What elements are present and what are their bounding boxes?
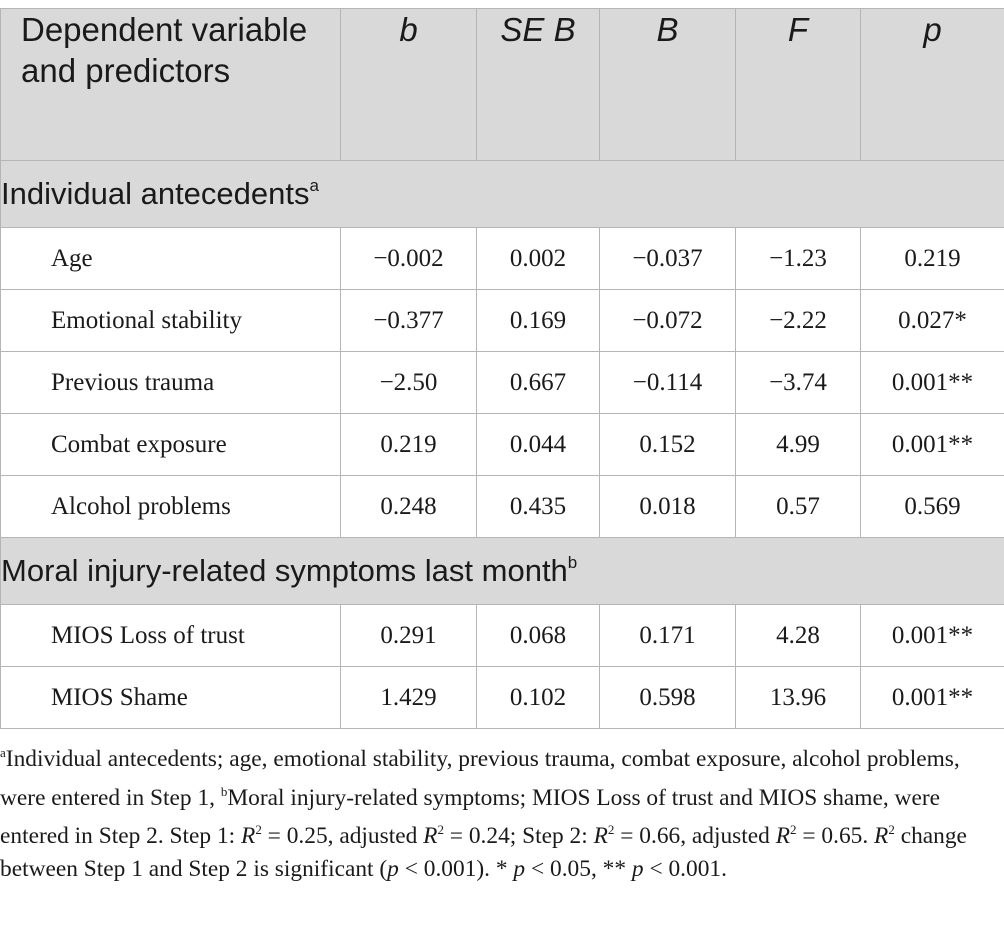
table-row: Alcohol problems 0.248 0.435 0.018 0.57 … xyxy=(0,475,1004,538)
cell-p: 0.569 xyxy=(860,475,1004,538)
cell-f: 4.99 xyxy=(735,413,861,476)
table-row: MIOS Shame 1.429 0.102 0.598 13.96 0.001… xyxy=(0,666,1004,729)
p-symbol: p xyxy=(631,855,644,882)
r-symbol: R xyxy=(775,823,791,849)
cell-b: 0.248 xyxy=(340,475,477,538)
cell-se: 0.435 xyxy=(476,475,600,538)
significance-text: < 0.001. xyxy=(643,855,727,882)
footnote-marker-b: b xyxy=(220,783,228,799)
cell-se: 0.667 xyxy=(476,351,600,414)
significance-text: < 0.001). * xyxy=(398,855,514,882)
header-b: b xyxy=(340,8,477,161)
table-row: Combat exposure 0.219 0.044 0.152 4.99 0… xyxy=(0,413,1004,476)
cell-p: 0.001** xyxy=(860,666,1004,729)
header-f: F xyxy=(735,8,861,161)
row-label: Emotional stability xyxy=(0,289,341,352)
table-footnote: aIndividual antecedents; age, emotional … xyxy=(0,737,1000,885)
cell-p: 0.001** xyxy=(860,413,1004,476)
header-predictors: Dependent variable and predictors xyxy=(0,8,341,161)
cell-se: 0.044 xyxy=(476,413,600,476)
footnote-text-b: Moral injury-related symptoms; MIOS Loss… xyxy=(0,784,941,850)
r-symbol: R xyxy=(593,823,608,849)
cell-beta: −0.072 xyxy=(599,289,736,352)
cell-b: 1.429 xyxy=(340,666,477,729)
section-moral-injury-symptoms: Moral injury-related symptoms last month… xyxy=(0,537,1004,605)
section-individual-antecedents: Individual antecedentsa xyxy=(0,160,1004,228)
table-row: Age −0.002 0.002 −0.037 −1.23 0.219 xyxy=(0,227,1004,290)
cell-beta: 0.171 xyxy=(599,604,736,667)
superscript-2: 2 xyxy=(790,822,797,837)
step2-adjusted-r2: = 0.65. xyxy=(796,823,875,849)
step2-r2: = 0.66, adjusted xyxy=(614,823,776,849)
superscript-2: 2 xyxy=(255,822,262,837)
section-title: Moral injury-related symptoms last month xyxy=(1,553,568,588)
cell-f: −2.22 xyxy=(735,289,861,352)
p-symbol: p xyxy=(513,855,526,882)
footnote-marker-a: a xyxy=(0,745,6,760)
cell-b: −2.50 xyxy=(340,351,477,414)
r-symbol: R xyxy=(241,823,256,849)
row-label: Age xyxy=(0,227,341,290)
cell-f: −1.23 xyxy=(735,227,861,290)
p-symbol: p xyxy=(387,855,399,882)
cell-f: −3.74 xyxy=(735,351,861,414)
header-beta: B xyxy=(599,8,736,161)
step1-r2: = 0.25, adjusted xyxy=(261,823,424,849)
cell-se: 0.002 xyxy=(476,227,600,290)
cell-b: 0.219 xyxy=(340,413,477,476)
cell-se: 0.169 xyxy=(476,289,600,352)
cell-b: −0.002 xyxy=(340,227,477,290)
superscript-2: 2 xyxy=(888,822,895,837)
section-marker: a xyxy=(309,176,319,195)
cell-p: 0.001** xyxy=(860,604,1004,667)
header-row: Dependent variable and predictors b SE B… xyxy=(0,8,1004,161)
header-p: p xyxy=(860,8,1004,161)
table-row: Emotional stability −0.377 0.169 −0.072 … xyxy=(0,289,1004,352)
cell-se: 0.068 xyxy=(476,604,600,667)
row-label: MIOS Loss of trust xyxy=(0,604,341,667)
table-row: Previous trauma −2.50 0.667 −0.114 −3.74… xyxy=(0,351,1004,414)
step1-adjusted-r2: = 0.24; Step 2: xyxy=(443,823,594,849)
r2-change-text: change between Step 1 and Step 2 is sign… xyxy=(0,823,967,882)
r-symbol: R xyxy=(423,823,438,849)
regression-table: Dependent variable and predictors b SE B… xyxy=(0,8,1004,729)
section-title: Individual antecedents xyxy=(1,176,310,211)
section-row: Individual antecedentsa xyxy=(0,160,1004,228)
section-row: Moral injury-related symptoms last month… xyxy=(0,537,1004,605)
cell-p: 0.027* xyxy=(860,289,1004,352)
table-row: MIOS Loss of trust 0.291 0.068 0.171 4.2… xyxy=(0,604,1004,667)
cell-f: 4.28 xyxy=(735,604,861,667)
cell-beta: 0.152 xyxy=(599,413,736,476)
significance-text: < 0.05, ** xyxy=(525,855,632,882)
superscript-2: 2 xyxy=(437,822,444,837)
cell-beta: −0.037 xyxy=(599,227,736,290)
cell-beta: −0.114 xyxy=(599,351,736,414)
row-label: Alcohol problems xyxy=(0,475,341,538)
cell-se: 0.102 xyxy=(476,666,600,729)
cell-b: 0.291 xyxy=(340,604,477,667)
row-label: MIOS Shame xyxy=(0,666,341,729)
footnote-text-a: Individual antecedents; age, emotional s… xyxy=(0,746,960,811)
cell-f: 0.57 xyxy=(735,475,861,538)
section-marker: b xyxy=(567,553,578,572)
r-symbol: R xyxy=(874,823,889,849)
cell-beta: 0.598 xyxy=(599,666,736,729)
cell-f: 13.96 xyxy=(735,666,861,729)
row-label: Combat exposure xyxy=(0,413,341,476)
header-se-b: SE B xyxy=(476,8,600,161)
cell-b: −0.377 xyxy=(340,289,477,352)
cell-p: 0.219 xyxy=(860,227,1004,290)
cell-p: 0.001** xyxy=(860,351,1004,414)
cell-beta: 0.018 xyxy=(599,475,736,538)
superscript-2: 2 xyxy=(607,822,615,837)
row-label: Previous trauma xyxy=(0,351,341,414)
